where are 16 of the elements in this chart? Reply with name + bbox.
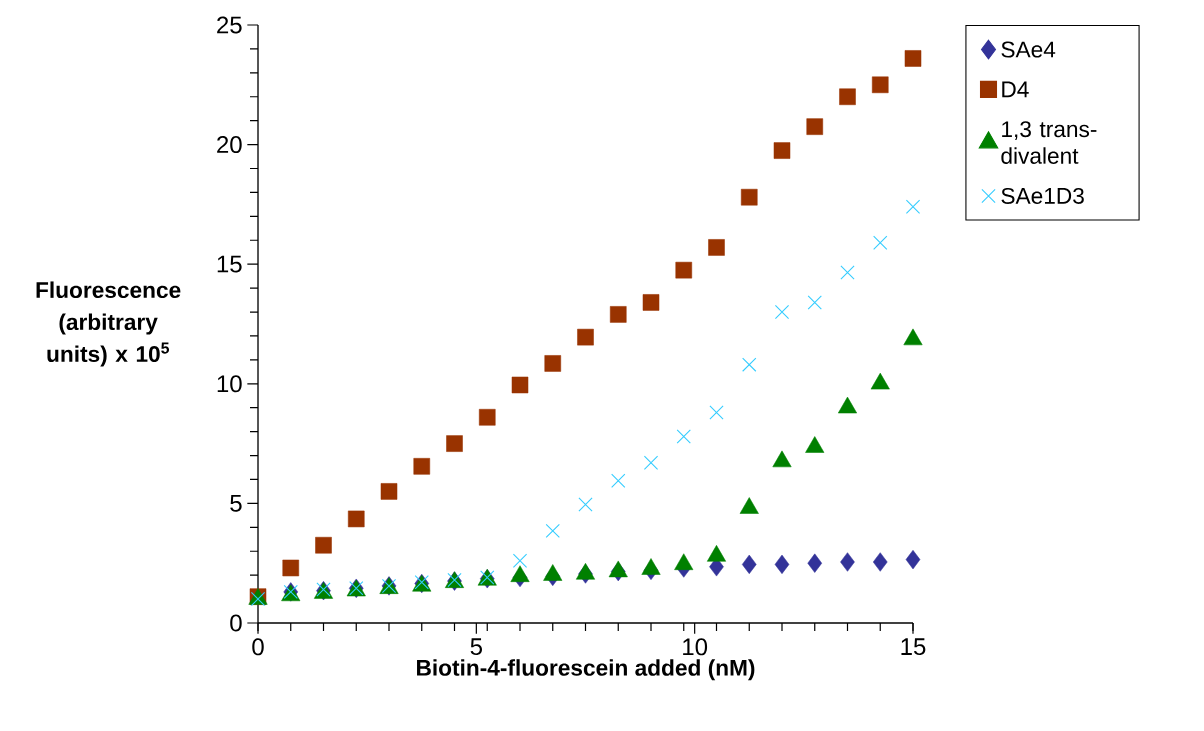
y-tick-label: 5 [230,495,242,512]
legend-label: SAe4 [1001,41,1056,58]
y-tick-label: 20 [217,136,242,154]
legend-label: D4 [1002,81,1029,98]
y-tick-label: 25 [217,16,242,34]
x-tick-label: 10 [683,638,708,656]
y-tick-label: 15 [217,255,242,273]
y-tick-label: 0 [230,614,242,632]
x-tick-label: 5 [470,638,482,656]
y-axis-title: Fluorescence (arbitrary units) x 10$^{5}$ [36,281,181,367]
x-tick-label: 0 [252,638,264,656]
legend-label: 1,3 trans-divalent [1001,121,1097,164]
legend-label: SAe1D3 [1001,187,1084,204]
y-tick-label: 10 [217,375,242,393]
x-axis-title: Biotin-4-fluorescein added (nM) [417,659,755,681]
x-tick-label: 15 [901,638,926,656]
